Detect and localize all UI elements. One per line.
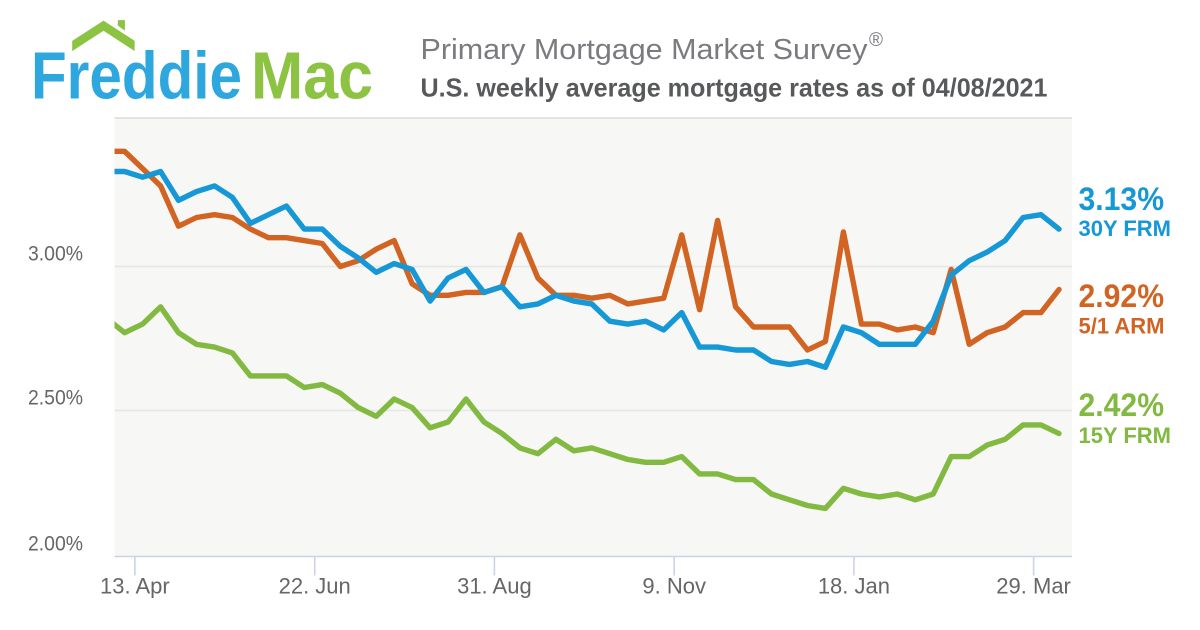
svg-text:18. Jan: 18. Jan — [818, 573, 890, 598]
svg-text:9. Nov: 9. Nov — [642, 573, 706, 598]
svg-text:3.00%: 3.00% — [28, 243, 83, 266]
svg-text:Primary Mortgage Market Survey: Primary Mortgage Market Survey — [421, 34, 869, 66]
svg-text:13. Apr: 13. Apr — [100, 573, 170, 598]
svg-text:Mac: Mac — [251, 39, 373, 114]
svg-text:2.92%: 2.92% — [1079, 278, 1165, 314]
svg-text:30Y FRM: 30Y FRM — [1079, 216, 1172, 241]
svg-text:Freddie: Freddie — [31, 39, 242, 114]
svg-text:5/1 ARM: 5/1 ARM — [1079, 314, 1165, 339]
svg-text:2.50%: 2.50% — [28, 387, 83, 410]
svg-text:29. Mar: 29. Mar — [996, 573, 1071, 598]
svg-text:31. Aug: 31. Aug — [457, 573, 532, 598]
svg-text:®: ® — [869, 30, 883, 51]
svg-text:3.13%: 3.13% — [1079, 181, 1165, 217]
svg-text:15Y FRM: 15Y FRM — [1079, 423, 1172, 448]
svg-text:2.00%: 2.00% — [28, 533, 83, 556]
svg-text:U.S. weekly average mortgage r: U.S. weekly average mortgage rates as of… — [421, 73, 1048, 103]
svg-text:22. Jun: 22. Jun — [279, 573, 351, 598]
svg-text:2.42%: 2.42% — [1079, 387, 1165, 423]
